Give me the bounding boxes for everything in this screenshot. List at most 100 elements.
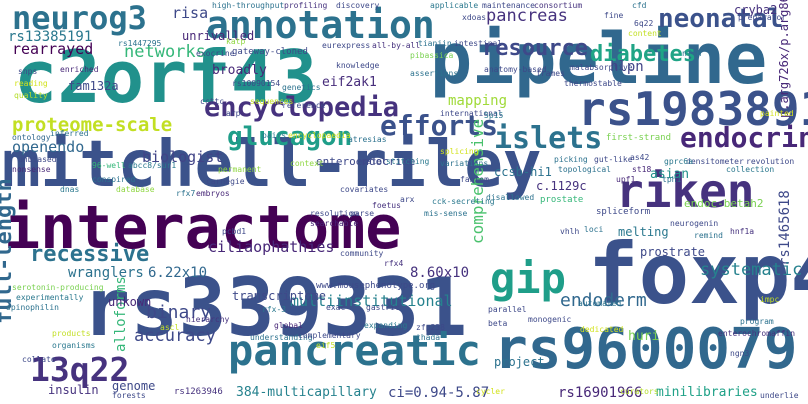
word: zfp238: [416, 323, 445, 332]
word: profiling: [284, 1, 328, 10]
word: ccsb-hi1: [494, 165, 552, 179]
word: multiinstitutional: [290, 292, 453, 310]
word: enriched: [60, 65, 99, 74]
word: quality: [14, 91, 48, 100]
word: fantom: [460, 175, 489, 184]
word: collection: [726, 165, 775, 174]
word: pancreatic: [228, 326, 481, 375]
word: vhlh: [560, 227, 580, 236]
word: gateway-cloned: [232, 47, 308, 57]
word: proteome-scale: [12, 114, 173, 136]
word: upf1: [616, 175, 636, 184]
word: ascl: [160, 323, 180, 332]
word: rs16901966: [558, 385, 643, 401]
word: c2orf43: [14, 35, 318, 119]
word: rs339331: [82, 261, 468, 354]
word: organisms: [52, 341, 96, 350]
word: efforts: [380, 109, 499, 142]
word: diabetes: [590, 42, 696, 67]
word: eif2ak1: [322, 75, 377, 90]
word: biologist: [142, 148, 224, 166]
word: ngn3: [730, 349, 750, 358]
word: splicing: [440, 147, 479, 156]
word: densitometer: [686, 157, 744, 166]
word: automated: [578, 299, 622, 308]
word: malabsorptive: [570, 63, 633, 72]
word: rs1447295: [118, 39, 162, 48]
word: global: [274, 321, 303, 330]
word: reading: [14, 79, 48, 88]
word: unbiased: [18, 155, 57, 164]
word: sequences: [250, 97, 294, 106]
word: arp: [226, 109, 241, 118]
word: international: [440, 109, 503, 118]
word: impc: [760, 295, 780, 304]
word: gastric: [366, 303, 400, 312]
word: embryos: [196, 189, 230, 198]
word: first-strand: [606, 133, 672, 143]
word: parallel: [488, 305, 527, 314]
word: conspired: [92, 175, 136, 184]
word: openendo: [12, 138, 85, 156]
word: xdoas: [462, 13, 487, 22]
word: enteroendocrine: [316, 155, 416, 168]
word: endoc-betah2: [684, 197, 764, 210]
word: mis-sense: [424, 209, 468, 218]
word: huri: [628, 329, 660, 344]
word: thermostable: [564, 79, 622, 88]
word: gprc6a: [664, 157, 693, 166]
word: www.mousephenotype.org: [316, 281, 436, 291]
word: beta: [488, 319, 508, 328]
word: arx: [400, 195, 415, 204]
word: annotation: [206, 3, 435, 47]
word: rs1465618: [777, 190, 793, 266]
word: pcbd1: [222, 227, 247, 236]
word: disallowed: [486, 193, 535, 202]
word: expanding: [364, 321, 408, 330]
word: exocrine: [196, 49, 235, 58]
word: variations: [440, 159, 489, 168]
word: wranglers: [68, 265, 144, 281]
word: picking: [554, 155, 588, 164]
word: pancreas: [486, 6, 568, 26]
word: 384-multicapillary: [236, 385, 377, 400]
word: carnegie: [206, 177, 245, 186]
word: gip: [490, 254, 566, 303]
word: melting: [618, 225, 669, 239]
word: asian: [650, 167, 690, 182]
word: exac: [326, 303, 346, 312]
word: complementary: [298, 331, 361, 340]
word: spinophilin: [6, 303, 59, 312]
word: accuracy: [134, 326, 216, 346]
word: thada: [416, 333, 441, 342]
word: all-by-all: [372, 41, 421, 50]
word: 13q22: [30, 350, 130, 389]
word: binary: [146, 302, 212, 323]
word: abcc8/sur1: [128, 161, 177, 170]
word: rfx7: [176, 189, 196, 198]
word: cycler: [476, 387, 505, 396]
word: forests: [112, 391, 146, 400]
word: broadly: [212, 63, 267, 78]
word: anatomy-based: [484, 65, 547, 74]
word: endocrine: [680, 121, 808, 154]
word: mapping: [448, 93, 508, 109]
word: 6q22: [634, 19, 654, 28]
word: systematic: [700, 260, 803, 280]
word: tph1: [662, 175, 682, 184]
word: collate: [22, 355, 56, 364]
word: program: [740, 317, 774, 326]
word: recessive: [30, 242, 150, 267]
word: rs9600079: [494, 317, 798, 382]
word: hnf1a: [730, 227, 755, 236]
word: riken: [616, 164, 755, 218]
word: cck-secreting: [432, 197, 495, 206]
word: pipeline: [430, 18, 768, 100]
word: monogenic: [528, 315, 572, 324]
word: prostrate: [640, 245, 706, 259]
word: rs10090154: [232, 79, 281, 88]
word: hlpn: [610, 59, 644, 75]
word: prostate: [540, 195, 584, 205]
word: assertions: [410, 69, 459, 78]
word: nonsense: [12, 165, 51, 174]
